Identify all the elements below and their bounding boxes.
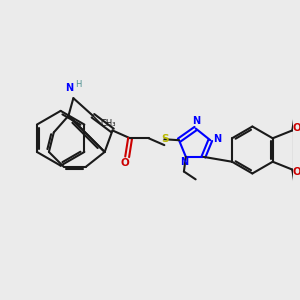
Text: O: O <box>293 167 300 178</box>
Text: O: O <box>121 158 130 168</box>
Text: CH₃: CH₃ <box>101 119 116 128</box>
Text: H: H <box>75 80 81 89</box>
Text: N: N <box>193 116 201 126</box>
Text: N: N <box>180 157 188 167</box>
Text: S: S <box>162 134 169 144</box>
Text: N: N <box>213 134 221 144</box>
Text: N: N <box>65 83 74 93</box>
Text: O: O <box>293 122 300 133</box>
